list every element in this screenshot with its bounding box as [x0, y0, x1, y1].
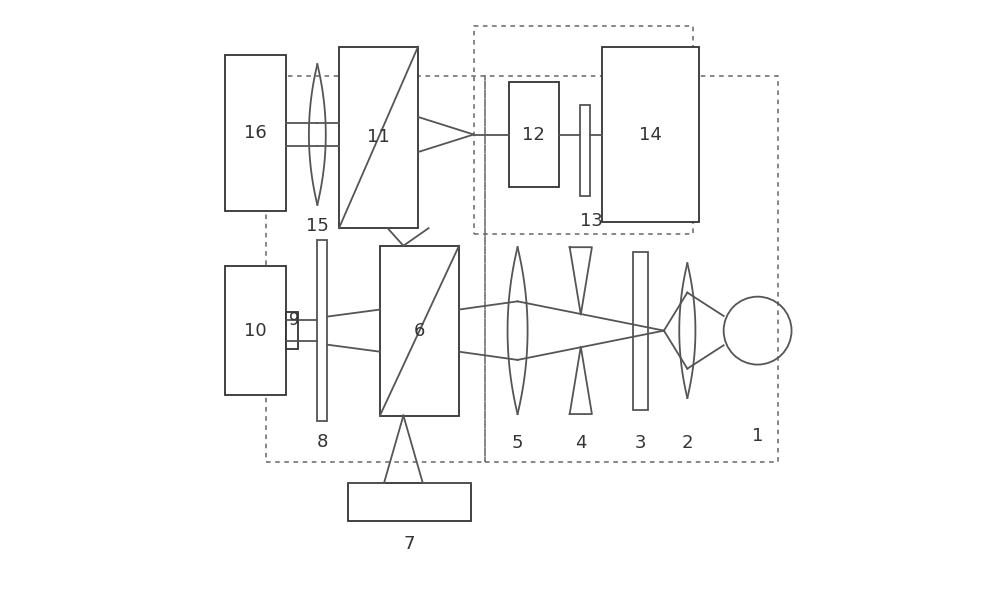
Text: 9: 9 — [289, 311, 299, 329]
Bar — [380, 246, 459, 415]
Bar — [602, 47, 699, 222]
Text: 16: 16 — [244, 124, 267, 142]
Bar — [266, 76, 485, 462]
Text: 12: 12 — [522, 125, 545, 144]
Text: 15: 15 — [306, 217, 329, 235]
Bar — [286, 312, 298, 349]
Text: 6: 6 — [414, 322, 425, 340]
Bar — [580, 105, 590, 196]
Bar — [225, 56, 286, 210]
Text: 13: 13 — [580, 212, 603, 229]
Text: 5: 5 — [512, 434, 523, 452]
Text: 2: 2 — [682, 434, 693, 452]
Bar — [339, 47, 418, 228]
Bar — [225, 266, 286, 395]
Bar — [474, 26, 693, 234]
Text: 14: 14 — [639, 125, 662, 144]
Bar — [317, 240, 327, 421]
Text: 11: 11 — [367, 128, 390, 147]
Text: 10: 10 — [244, 322, 267, 340]
Bar — [509, 82, 559, 187]
Text: 1: 1 — [752, 427, 763, 445]
Bar — [633, 252, 648, 410]
Bar — [348, 483, 471, 521]
Text: 4: 4 — [575, 434, 587, 452]
Text: 3: 3 — [635, 434, 646, 452]
Text: 8: 8 — [316, 433, 328, 451]
Bar — [485, 76, 778, 462]
Text: 7: 7 — [404, 535, 415, 553]
